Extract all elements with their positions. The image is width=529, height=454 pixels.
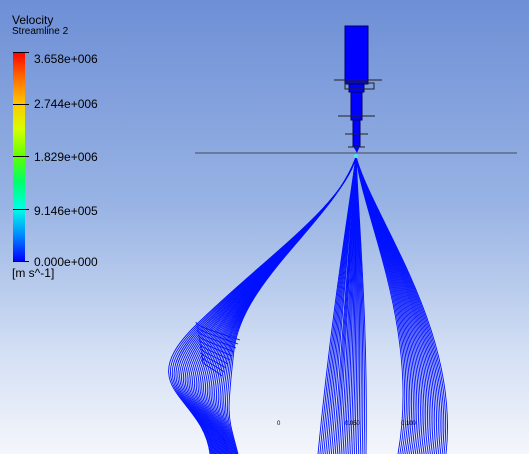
streamline-right [355,156,406,454]
legend-tick [13,52,29,53]
legend-value-min: 0.000e+000 [34,255,98,269]
scale-label-left: 0 [277,421,281,427]
streamline-left-curl [201,357,223,377]
nozzle-upper-body [344,25,369,85]
legend-unit: [m s^-1] [12,266,55,280]
legend-tick [13,156,29,157]
streamline-left-curl [200,345,229,365]
streamline-bundles [168,156,448,454]
nozzle-neck [348,83,365,93]
legend-tick [13,104,29,105]
legend-title: Velocity [12,13,54,27]
streamline-left-curl [199,341,231,361]
streamline-right [355,156,448,454]
nozzle-stem [352,119,361,147]
legend-value-2: 2.744e+006 [34,97,98,111]
streamline-left-curl [200,349,227,369]
legend-value-3: 1.829e+006 [34,150,98,164]
streamline-left-curl [197,329,237,349]
streamline-left-curl [198,337,233,357]
nozzle-tip [353,146,360,153]
velocity-legend[interactable]: Velocity Streamline 2 3.658e+006 2.744e+… [0,0,190,300]
legend-tick [13,209,29,210]
legend-tick [13,261,29,262]
legend-value-4: 9.146e+005 [34,204,98,218]
nozzle-geometry [334,25,382,153]
inlet-highlight [354,154,358,158]
streamline-left [228,156,357,454]
streamline-left-curl [201,353,225,373]
legend-value-max: 3.658e+006 [34,52,98,66]
streamline-center [355,156,367,454]
legend-subtitle: Streamline 2 [12,26,69,37]
scale-label-middle: 0.050 [345,421,361,427]
scale-label-right: 0.100 [401,421,417,427]
streamline-left [195,156,357,454]
streamline-left-curl [195,321,241,341]
guide-box [344,82,375,90]
streamline-left-curl [198,333,235,353]
streamline-left-curl [196,325,239,345]
